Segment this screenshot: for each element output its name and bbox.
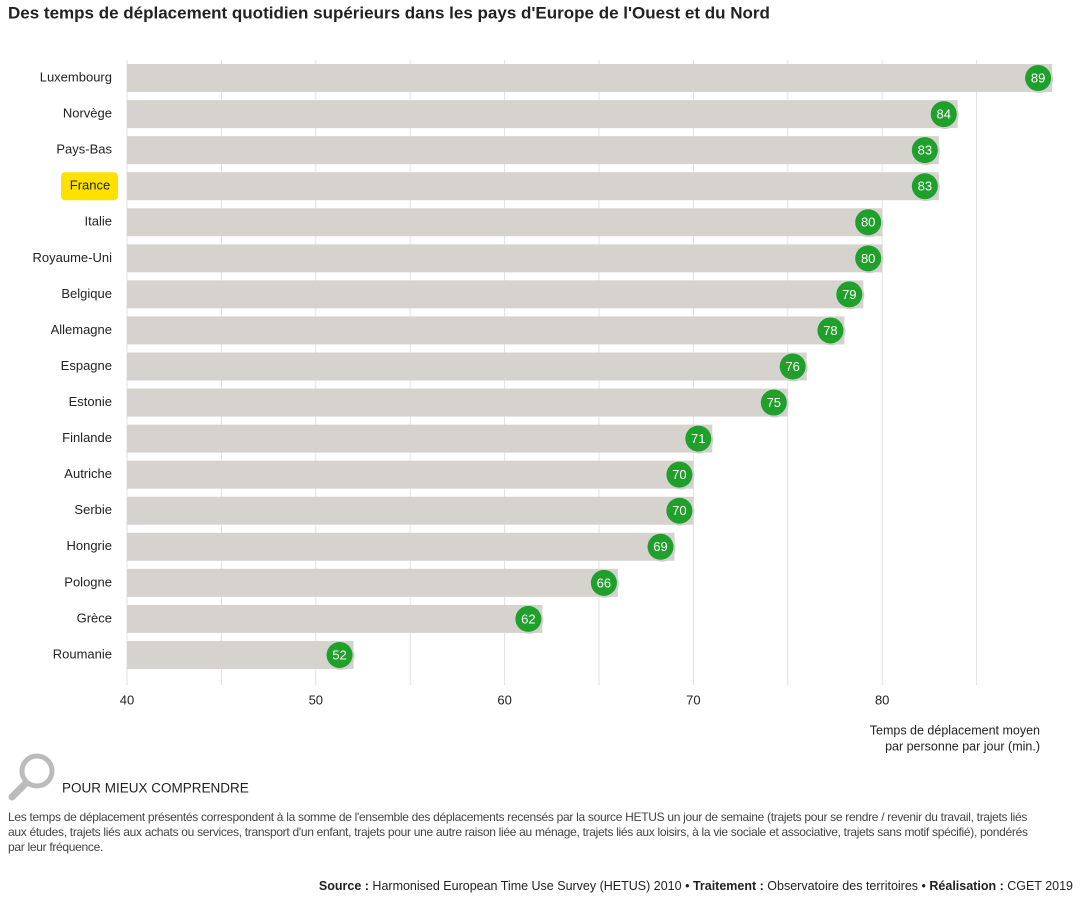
value-marker bbox=[515, 605, 542, 632]
value-marker bbox=[836, 281, 863, 308]
bar bbox=[127, 604, 543, 633]
y-tick-label: Royaume-Uni bbox=[33, 250, 113, 265]
bar bbox=[127, 64, 1053, 93]
value-marker bbox=[760, 389, 787, 416]
value-marker bbox=[817, 317, 844, 344]
bar bbox=[127, 100, 958, 129]
notes-heading: POUR MIEUX COMPRENDRE bbox=[62, 781, 249, 796]
bar bbox=[127, 136, 939, 165]
y-tick-label: Belgique bbox=[61, 286, 112, 301]
x-tick-label: 80 bbox=[875, 692, 889, 707]
treatment-label: Traitement : bbox=[692, 879, 764, 893]
magnifier-icon bbox=[8, 753, 55, 801]
data-label: 79 bbox=[842, 287, 856, 302]
data-label: 80 bbox=[861, 215, 875, 230]
data-label: 78 bbox=[823, 323, 837, 338]
bar bbox=[127, 640, 354, 669]
bar bbox=[127, 568, 618, 597]
data-label: 89 bbox=[1031, 70, 1045, 85]
value-marker bbox=[326, 641, 353, 668]
x-tick-label: 70 bbox=[686, 692, 700, 707]
bar bbox=[127, 460, 694, 489]
bar bbox=[127, 496, 694, 525]
bar bbox=[127, 280, 864, 309]
value-marker bbox=[590, 569, 617, 596]
y-tick-label: Autriche bbox=[64, 466, 112, 481]
value-marker bbox=[666, 497, 693, 524]
bar bbox=[127, 424, 713, 453]
data-label: 83 bbox=[918, 143, 932, 158]
bar bbox=[127, 316, 845, 345]
x-tick-label: 50 bbox=[309, 692, 323, 707]
source-label: Source : bbox=[318, 879, 369, 893]
data-label: 70 bbox=[672, 467, 686, 482]
data-label: 66 bbox=[597, 575, 611, 590]
y-tick-label: Pologne bbox=[64, 574, 112, 589]
data-label: 52 bbox=[332, 647, 346, 662]
chart-title: Des temps de déplacement quotidien supér… bbox=[8, 3, 770, 22]
y-tick-label: France bbox=[70, 178, 110, 193]
data-label: 70 bbox=[672, 503, 686, 518]
y-tick-label: Espagne bbox=[61, 358, 112, 373]
treatment: Observatoire des territoires bbox=[767, 879, 919, 893]
separator: • bbox=[685, 879, 690, 893]
data-label: 80 bbox=[861, 251, 875, 266]
bar bbox=[127, 352, 807, 381]
x-axis-label: Temps de déplacement moyen bbox=[870, 723, 1040, 737]
separator: • bbox=[921, 879, 926, 893]
value-marker bbox=[647, 533, 674, 560]
data-label: 83 bbox=[918, 179, 932, 194]
x-tick-label: 40 bbox=[120, 692, 134, 707]
x-axis-label: par personne par jour (min.) bbox=[885, 739, 1040, 753]
bar bbox=[127, 532, 675, 561]
value-marker bbox=[911, 173, 938, 200]
y-tick-label: Serbie bbox=[74, 502, 112, 517]
value-marker bbox=[685, 425, 712, 452]
source: Harmonised European Time Use Survey (HET… bbox=[372, 879, 682, 893]
data-label: 69 bbox=[653, 539, 667, 554]
data-label: 75 bbox=[767, 395, 781, 410]
y-tick-label: Italie bbox=[85, 214, 112, 229]
y-tick-label: Luxembourg bbox=[40, 69, 112, 84]
bar bbox=[127, 244, 883, 273]
bar bbox=[127, 172, 939, 201]
value-marker bbox=[930, 101, 957, 128]
data-label: 84 bbox=[936, 107, 950, 122]
y-tick-label: Pays-Bas bbox=[56, 142, 112, 157]
notes-text: Les temps de déplacement présentés corre… bbox=[8, 810, 1028, 854]
y-tick-label: Finlande bbox=[62, 430, 112, 445]
y-tick-label: Estonie bbox=[69, 394, 112, 409]
value-marker bbox=[666, 461, 693, 488]
chart: Des temps de déplacement quotidien supér… bbox=[8, 3, 1054, 801]
x-tick-label: 60 bbox=[497, 692, 511, 707]
y-tick-label: Grèce bbox=[77, 610, 112, 625]
value-marker bbox=[855, 245, 882, 272]
data-label: 71 bbox=[691, 431, 705, 446]
y-tick-label: Norvège bbox=[63, 106, 112, 121]
y-tick-label: Roumanie bbox=[53, 646, 112, 661]
production: CGET 2019 bbox=[1007, 879, 1073, 893]
footer: Source : Harmonised European Time Use Su… bbox=[319, 879, 1073, 893]
value-marker bbox=[911, 137, 938, 164]
y-tick-label: Allemagne bbox=[51, 322, 112, 337]
value-marker bbox=[1025, 65, 1052, 92]
value-marker bbox=[779, 353, 806, 380]
production-label: Réalisation : bbox=[929, 879, 1004, 893]
data-label: 76 bbox=[785, 359, 799, 374]
y-tick-label: Hongrie bbox=[66, 538, 112, 553]
data-label: 62 bbox=[521, 611, 535, 626]
bar bbox=[127, 208, 883, 237]
bar bbox=[127, 388, 788, 417]
value-marker bbox=[855, 209, 882, 236]
highlight bbox=[61, 172, 118, 201]
